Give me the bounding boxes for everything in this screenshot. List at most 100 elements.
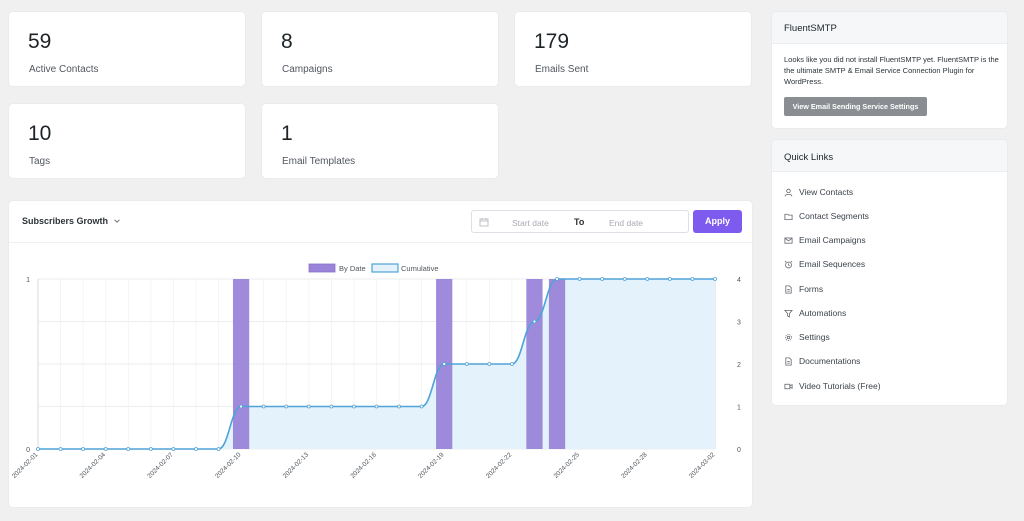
- bar-by-date: [526, 279, 543, 449]
- quick-link-view-contacts[interactable]: View Contacts: [784, 187, 853, 197]
- right-axis-tick-label: 4: [737, 277, 741, 284]
- quick-link-label: Email Sequences: [799, 259, 866, 269]
- gear-icon: [785, 333, 792, 341]
- quick-link-automations[interactable]: Automations: [784, 308, 846, 318]
- stat-value: 10: [28, 122, 52, 145]
- quick-link-forms[interactable]: Forms: [784, 284, 823, 294]
- funnel-icon: [784, 309, 793, 318]
- fluentsmtp-header: FluentSMTP: [772, 12, 1007, 44]
- cumulative-point: [81, 447, 86, 451]
- cumulative-point: [103, 447, 108, 451]
- cumulative-point: [148, 447, 153, 451]
- cumulative-point: [577, 277, 582, 281]
- cumulative-point: [690, 277, 695, 281]
- cumulative-point: [713, 277, 717, 281]
- x-axis-tick-label: 2024-02-07: [146, 451, 175, 480]
- quick-link-documentations[interactable]: Documentations: [784, 356, 860, 366]
- folder-icon: [784, 213, 793, 220]
- x-axis-tick-label: 2024-02-25: [553, 451, 582, 480]
- subscribers-growth-chart: 0 1 0 1 2 3 4 2024-02-01 2024-02-04 2024-02-07 202…: [11, 263, 741, 480]
- quick-link-label: Settings: [799, 332, 830, 342]
- stat-label: Tags: [29, 156, 51, 167]
- alarm-clock-icon: [784, 260, 793, 268]
- start-date-input[interactable]: Start date: [512, 218, 549, 228]
- legend-label-by-date: By Date: [339, 264, 366, 273]
- right-axis-tick-label: 2: [737, 362, 741, 369]
- x-axis-tick-label: 2024-02-22: [485, 451, 514, 480]
- stat-card-email-templates: 1 Email Templates: [262, 104, 498, 178]
- date-range-picker[interactable]: Start date To End date: [471, 210, 689, 233]
- stat-card-campaigns: 8 Campaigns: [262, 12, 498, 86]
- document-icon: [785, 284, 792, 294]
- quick-link-label: Contact Segments: [799, 211, 869, 221]
- envelope-icon: [784, 237, 793, 244]
- cumulative-point: [284, 404, 289, 409]
- fluentsmtp-message: Looks like you did not install FluentSMT…: [784, 55, 999, 86]
- left-axis-tick-label: 1: [26, 277, 30, 284]
- legend-label-cumulative: Cumulative: [401, 264, 439, 273]
- apply-button[interactable]: Apply: [693, 210, 742, 233]
- cumulative-point: [306, 404, 311, 409]
- cumulative-point: [194, 447, 198, 451]
- cumulative-point: [645, 277, 650, 281]
- video-icon: [784, 383, 793, 389]
- quick-link-email-campaigns[interactable]: Email Campaigns: [784, 235, 866, 245]
- x-axis-tick-label: 2024-02-04: [79, 451, 108, 480]
- x-axis-tick-label: 2024-02-19: [417, 451, 446, 480]
- cumulative-point: [352, 404, 356, 409]
- quick-link-label: Email Campaigns: [799, 235, 866, 245]
- quick-link-label: Forms: [799, 284, 824, 294]
- cumulative-point: [464, 362, 469, 366]
- legend-swatch-by-date: [308, 263, 336, 273]
- cumulative-point: [58, 447, 63, 451]
- x-axis-tick-label: 2024-02-10: [214, 451, 243, 480]
- right-axis-tick-label: 1: [737, 405, 741, 412]
- quick-link-contact-segments[interactable]: Contact Segments: [784, 211, 869, 221]
- cumulative-point: [419, 404, 424, 409]
- x-axis-tick-label: 2024-02-13: [282, 451, 311, 480]
- quick-links-header: Quick Links: [772, 140, 1007, 172]
- cumulative-point: [329, 404, 334, 409]
- quick-link-email-sequences[interactable]: Email Sequences: [784, 259, 865, 269]
- stat-card-emails-sent: 179 Emails Sent: [515, 12, 751, 86]
- cumulative-point: [509, 362, 514, 366]
- right-axis-tick-label: 3: [737, 320, 741, 327]
- end-date-input[interactable]: End date: [609, 218, 644, 228]
- cumulative-point: [126, 447, 131, 451]
- quick-link-label: Automations: [799, 308, 847, 318]
- stat-value: 1: [281, 122, 293, 145]
- cumulative-point: [442, 362, 447, 366]
- fluentsmtp-title: FluentSMTP: [784, 23, 837, 34]
- x-axis-tick-label: 2024-03-02: [688, 451, 717, 480]
- stat-label: Emails Sent: [535, 64, 589, 75]
- chevron-down-icon: [114, 219, 120, 223]
- cumulative-point: [667, 277, 672, 281]
- legend-swatch-cumulative: [371, 263, 399, 273]
- quick-link-label: Video Tutorials (Free): [799, 381, 881, 391]
- quick-links-card: Quick Links View Contacts Contact Segmen…: [772, 140, 1007, 405]
- stat-card-tags: 10 Tags: [9, 104, 245, 178]
- quick-link-settings[interactable]: Settings: [784, 332, 830, 342]
- date-range-separator: To: [574, 217, 585, 227]
- chart-header: Subscribers Growth Start date To End dat…: [9, 201, 752, 243]
- cumulative-point: [374, 404, 379, 409]
- subscribers-growth-panel: Subscribers Growth Start date To End dat…: [9, 201, 752, 507]
- cumulative-point: [261, 404, 266, 409]
- chart-type-dropdown[interactable]: Subscribers Growth: [22, 216, 121, 226]
- stat-label: Email Templates: [282, 156, 356, 167]
- quick-link-video-tutorials[interactable]: Video Tutorials (Free): [784, 381, 881, 391]
- cumulative-point: [600, 277, 605, 281]
- dropdown-label: Subscribers Growth: [22, 216, 109, 226]
- cumulative-point: [487, 362, 492, 366]
- cumulative-point: [216, 447, 221, 451]
- view-email-settings-button[interactable]: View Email Sending Service Settings: [784, 97, 927, 116]
- x-axis-tick-label: 2024-02-01: [11, 451, 40, 480]
- cumulative-point: [532, 319, 537, 324]
- bar-by-date: [548, 279, 566, 449]
- stat-value: 179: [534, 30, 570, 53]
- left-axis-tick-label: 0: [26, 447, 30, 454]
- x-axis-tick-label: 2024-02-28: [620, 451, 649, 480]
- cumulative-point: [239, 404, 244, 409]
- stat-label: Campaigns: [282, 64, 333, 75]
- x-axis-tick-label: 2024-02-16: [349, 451, 378, 480]
